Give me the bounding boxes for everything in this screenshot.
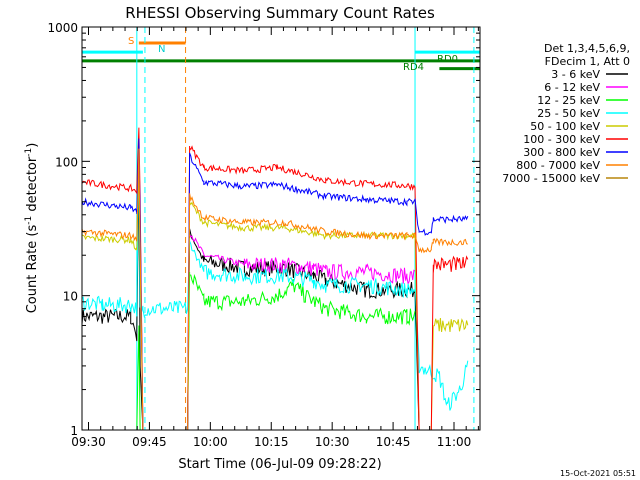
- y-axis-label-exp-1: -1: [24, 216, 34, 225]
- x-tick-label-5: 10:45: [376, 435, 411, 449]
- x-tick-label-0: 09:30: [71, 435, 106, 449]
- x-axis-label: Start Time (06-Jul-09 09:28:22): [178, 457, 381, 472]
- legend: Det 1,3,4,5,6,9, FDecim 1, Att 0 3 - 6 k…: [502, 42, 630, 185]
- legend-label-7: 800 - 7000 keV: [516, 159, 600, 172]
- axis-ticks: 09:30 09:45 10:00 10:15 10:30 10:45 11:00 1 10 10…: [47, 21, 480, 449]
- legend-label-3: 25 - 50 keV: [537, 107, 600, 120]
- y-tick-label-0: 1: [70, 424, 78, 438]
- series-line-0: [82, 162, 480, 430]
- legend-label-6: 300 - 800 keV: [523, 146, 600, 159]
- y-tick-label-3: 1000: [47, 21, 78, 35]
- legend-label-1: 6 - 12 keV: [544, 81, 600, 94]
- y-tick-label-2: 100: [55, 155, 78, 169]
- y-axis-label-part-3: ): [25, 143, 40, 148]
- footer-timestamp: 15-Oct-2021 05:51: [560, 469, 636, 478]
- x-tick-label-3: 10:15: [254, 435, 289, 449]
- flag-label-rd4: RD4: [403, 62, 424, 73]
- series-line-3: [82, 144, 469, 411]
- flag-label-rd0: RD0: [437, 54, 458, 65]
- y-axis-label-part-2: detector: [25, 156, 40, 216]
- flag-label-s: S: [128, 36, 134, 47]
- plot-frame: [81, 26, 481, 431]
- legend-header-line-1: Det 1,3,4,5,6,9,: [544, 42, 630, 55]
- y-axis-label-part-1: Count Rate (s: [25, 225, 40, 314]
- y-tick-label-1: 10: [63, 290, 78, 304]
- x-tick-label-1: 09:45: [132, 435, 167, 449]
- legend-label-8: 7000 - 15000 keV: [502, 172, 600, 185]
- flag-label-n: N: [158, 44, 165, 55]
- legend-label-5: 100 - 300 keV: [523, 133, 600, 146]
- series-line-7: [82, 148, 468, 430]
- x-tick-label-2: 10:00: [193, 435, 228, 449]
- x-tick-label-4: 10:30: [315, 435, 350, 449]
- series-line-1: [189, 234, 416, 286]
- y-axis-label: Count Rate (s-1 detector-1): [24, 143, 40, 314]
- series-line-2: [82, 271, 416, 430]
- series-line-5: [82, 127, 469, 430]
- y-axis-label-exp-2: -1: [24, 148, 34, 157]
- x-tick-label-6: 11:00: [437, 435, 472, 449]
- series-line-4: [82, 168, 469, 430]
- chart-title: RHESSI Observing Summary Count Rates: [125, 4, 435, 22]
- legend-label-4: 50 - 100 keV: [530, 120, 600, 133]
- series-lines: [82, 127, 480, 430]
- series-line-6: [82, 138, 469, 430]
- legend-label-0: 3 - 6 keV: [551, 68, 600, 81]
- legend-header-line-2: FDecim 1, Att 0: [545, 55, 630, 68]
- legend-label-2: 12 - 25 keV: [537, 94, 600, 107]
- flag-bars: [82, 41, 480, 71]
